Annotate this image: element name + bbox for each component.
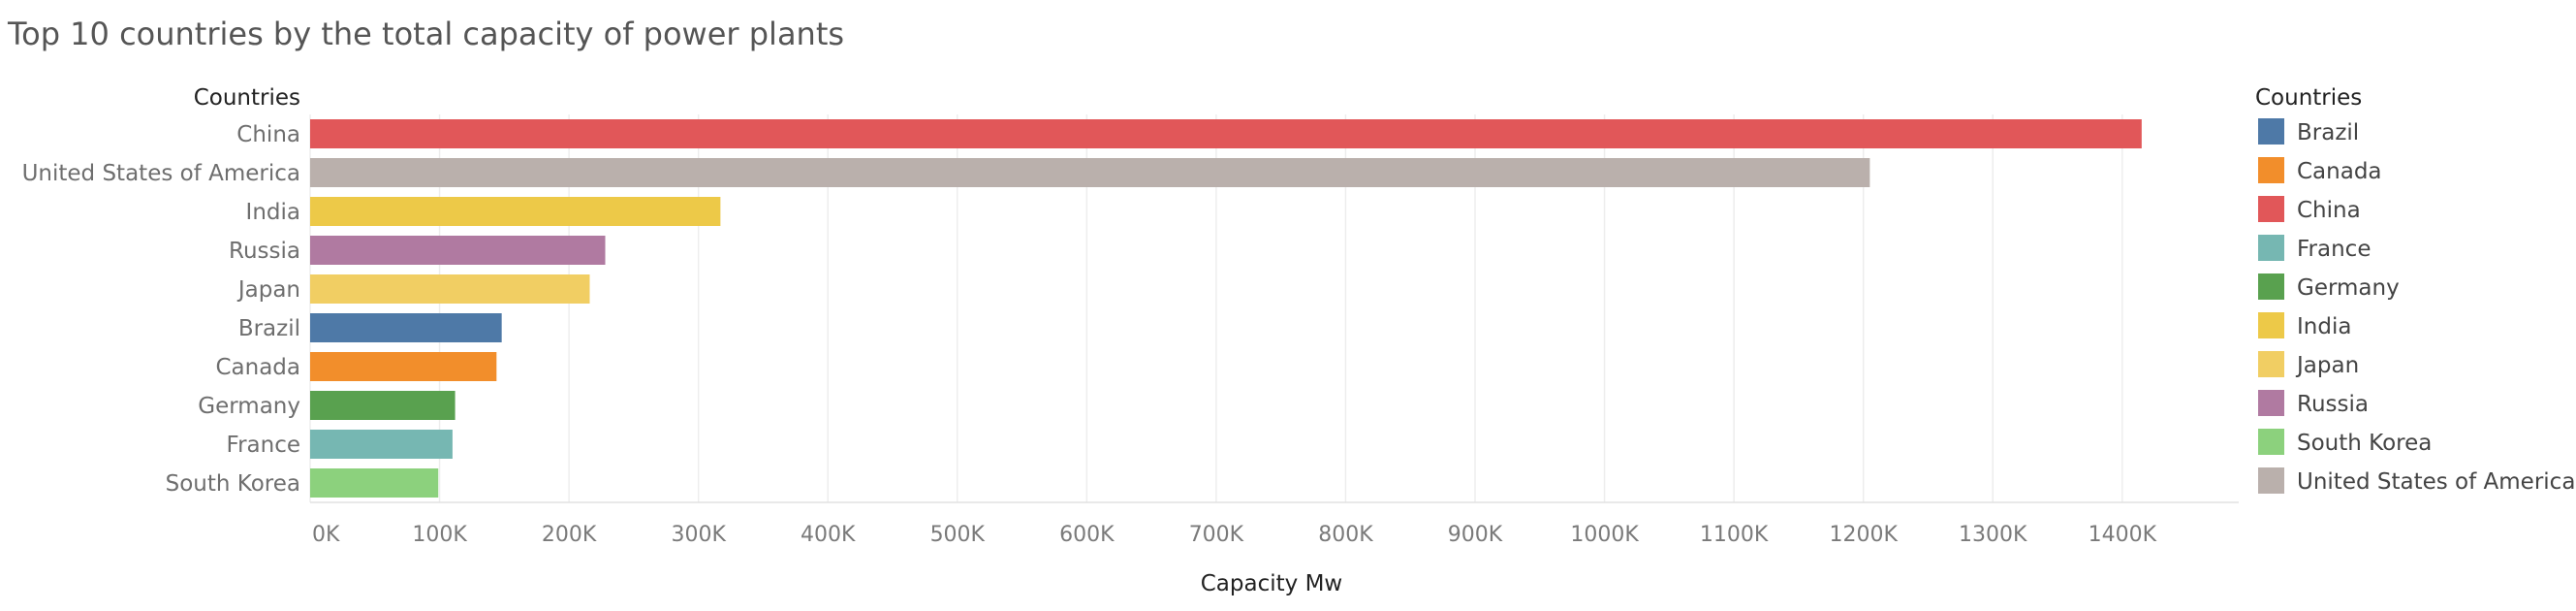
legend-label[interactable]: South Korea	[2297, 431, 2432, 456]
x-tick-label: 1200K	[1829, 523, 1898, 547]
legend-swatch[interactable]	[2258, 157, 2284, 183]
x-tick-label: 1400K	[2089, 523, 2157, 547]
category-label: Canada	[215, 355, 300, 380]
bar[interactable]	[310, 391, 456, 420]
bars	[310, 119, 2142, 498]
x-axis-ticks: 0K 100K 200K 300K 400K 500K 600K 700K 800K 900K 10…	[312, 523, 2157, 547]
bar[interactable]	[310, 236, 606, 265]
legend-label[interactable]: Canada	[2297, 159, 2382, 184]
bar[interactable]	[310, 352, 497, 381]
x-axis-title: Capacity Mw	[1201, 571, 1342, 596]
x-tick-label: 700K	[1189, 523, 1244, 547]
category-label: Japan	[236, 277, 300, 303]
category-label: United States of America	[22, 161, 300, 186]
x-tick-label: 0K	[312, 523, 340, 547]
x-tick-label: 500K	[930, 523, 986, 547]
bar[interactable]	[310, 274, 590, 304]
legend-swatch[interactable]	[2258, 196, 2284, 222]
legend-swatch[interactable]	[2258, 467, 2284, 494]
x-tick-label: 400K	[801, 523, 856, 547]
chart-title: Top 10 countries by the total capacity o…	[7, 16, 844, 52]
category-label: India	[246, 200, 300, 225]
category-label: Germany	[198, 394, 300, 419]
legend-label[interactable]: United States of America	[2297, 469, 2575, 495]
legend-label[interactable]: Japan	[2295, 353, 2359, 378]
legend-swatch[interactable]	[2258, 429, 2284, 455]
category-labels: China United States of America India Russia…	[22, 122, 300, 497]
category-label: Russia	[229, 239, 300, 264]
legend-label[interactable]: Brazil	[2297, 120, 2359, 145]
legend-label[interactable]: Russia	[2297, 392, 2369, 417]
category-label: China	[236, 122, 300, 147]
bar[interactable]	[310, 119, 2142, 148]
legend-swatch[interactable]	[2258, 351, 2284, 377]
bar[interactable]	[310, 197, 721, 226]
bar[interactable]	[310, 430, 453, 459]
y-axis-header: Countries	[194, 85, 300, 111]
bar[interactable]	[310, 313, 502, 342]
legend-label[interactable]: France	[2297, 237, 2371, 262]
category-label: France	[227, 433, 300, 458]
legend-swatch[interactable]	[2258, 118, 2284, 145]
x-tick-label: 900K	[1448, 523, 1503, 547]
x-tick-label: 1300K	[1959, 523, 2027, 547]
category-label: Brazil	[238, 316, 300, 341]
legend-swatch[interactable]	[2258, 235, 2284, 261]
legend-swatch[interactable]	[2258, 273, 2284, 300]
x-tick-label: 600K	[1059, 523, 1115, 547]
x-tick-label: 1100K	[1700, 523, 1769, 547]
legend-label[interactable]: Germany	[2297, 275, 2400, 301]
legend-label[interactable]: China	[2297, 198, 2361, 223]
bar[interactable]	[310, 158, 1870, 187]
legend-swatch[interactable]	[2258, 390, 2284, 416]
legend-label[interactable]: India	[2297, 314, 2351, 339]
x-tick-label: 1000K	[1570, 523, 1639, 547]
x-tick-label: 300K	[671, 523, 726, 547]
category-label: South Korea	[166, 471, 300, 497]
x-tick-label: 100K	[412, 523, 467, 547]
x-tick-label: 200K	[542, 523, 597, 547]
legend-swatch[interactable]	[2258, 312, 2284, 338]
legend-title: Countries	[2255, 85, 2362, 111]
legend: Countries Brazil Canada China France Germany…	[2255, 85, 2575, 495]
x-tick-label: 800K	[1318, 523, 1373, 547]
bar[interactable]	[310, 468, 439, 498]
